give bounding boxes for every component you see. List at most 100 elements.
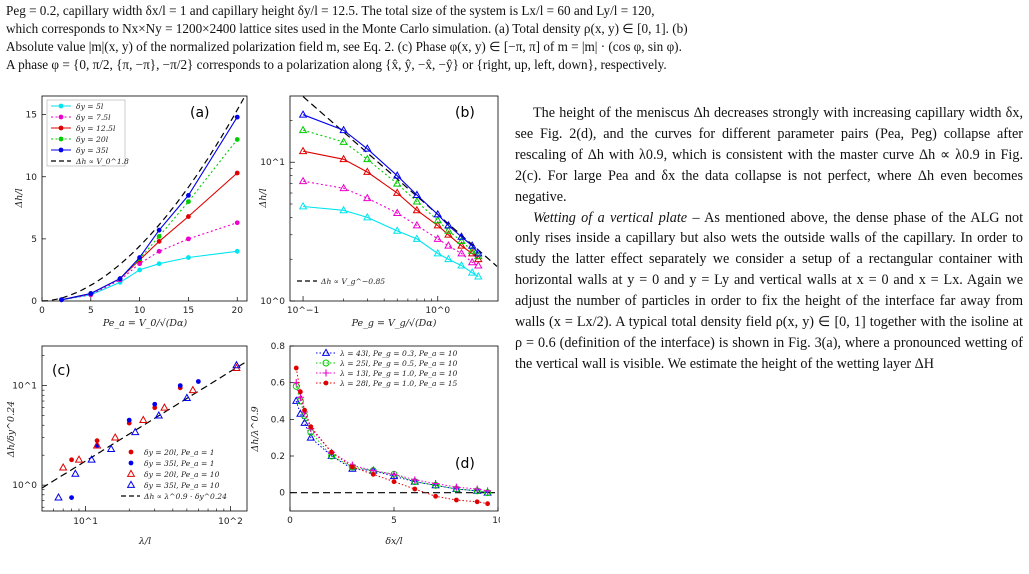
- data-point: [234, 220, 240, 226]
- panel-c-xlabel: λ/l: [138, 536, 151, 547]
- series-line: [303, 180, 479, 267]
- data-point: [444, 230, 453, 238]
- data-point: [59, 297, 64, 303]
- data-point: [195, 379, 201, 384]
- x-tick-label: 0: [39, 306, 45, 316]
- panel-d-plot: [290, 365, 498, 507]
- data-point: [306, 433, 316, 441]
- data-point: [452, 483, 460, 491]
- legend-entry: δy = 35l, Pe_a = 1: [144, 459, 215, 468]
- data-point: [186, 192, 191, 198]
- x-tick-label: 0: [287, 516, 293, 526]
- x-tick-label: 10^−1: [287, 306, 319, 316]
- series-line: [61, 172, 238, 301]
- series-line: [302, 129, 479, 257]
- legend-entry: δy = 7.5l: [76, 113, 111, 122]
- panel-a-ticks: 0 5 10 15 20 0 5 10 15: [26, 111, 244, 316]
- data-point: [137, 261, 143, 267]
- data-point: [339, 183, 348, 192]
- data-point: [412, 205, 422, 214]
- legend-marker: [58, 114, 64, 120]
- x-tick-label: 5: [88, 306, 94, 316]
- panel-a-xlabel: Pe_a = V_0/√(Dα): [102, 318, 188, 329]
- panel-d-ylabel: Δh/λ^0.9: [250, 406, 261, 452]
- figure-caption: Peg = 0.2, capillary width δx/l = 1 and …: [6, 2, 1024, 74]
- legend-marker: [322, 369, 330, 377]
- caption-line: Peg = 0.2, capillary width δx/l = 1 and …: [6, 3, 655, 18]
- data-point: [186, 236, 191, 242]
- x-tick-label: 10: [134, 306, 146, 316]
- data-point: [444, 254, 453, 263]
- panel-b-plot: [298, 96, 498, 280]
- legend-marker: [58, 125, 64, 131]
- data-point: [484, 487, 492, 495]
- data-point: [392, 171, 402, 179]
- panel-d: (d) δx/l Δh/λ^0.9 0 5 10 0 0.2 0.4 0.6 0.8 λ = …: [250, 342, 500, 547]
- data-point: [327, 451, 336, 459]
- data-point: [444, 220, 453, 229]
- fit-line: [41, 96, 246, 302]
- data-point: [363, 167, 372, 175]
- legend-box: [46, 99, 126, 167]
- data-point: [137, 267, 143, 273]
- caption-line: Absolute value |m|(x, y) of the normaliz…: [6, 39, 682, 54]
- data-point: [69, 495, 74, 500]
- panel-a-plot: [41, 96, 246, 303]
- data-point: [186, 255, 191, 260]
- data-point: [412, 197, 422, 205]
- paragraph-heading: Wetting of a vertical plate: [533, 209, 688, 226]
- legend-marker: [126, 480, 136, 488]
- legend-entry: Δh ∝ V_g^−0.85: [320, 277, 385, 286]
- panel-a-label: (a): [190, 105, 210, 121]
- data-point: [433, 493, 438, 499]
- data-point: [329, 449, 334, 455]
- data-point: [160, 403, 169, 411]
- panel-b: (b) Pe_g = V_g/√(Dα) Δh/l 10^−1 10^010^01…: [258, 95, 499, 329]
- legend-entry: λ = 28l, Pe_g = 1.0, Pe_a = 15: [339, 379, 458, 388]
- data-point: [154, 410, 164, 419]
- legend-marker: [128, 449, 134, 455]
- y-tick-label: 10^1: [260, 158, 285, 168]
- data-point: [412, 486, 418, 492]
- legend-entry: Δh ∝ V_0^1.8: [75, 157, 129, 166]
- data-point: [137, 255, 143, 260]
- data-point: [473, 485, 481, 493]
- data-point: [234, 248, 240, 254]
- y-tick-label: 10^0: [12, 481, 37, 491]
- fit-line: [41, 362, 246, 489]
- data-point: [152, 401, 158, 407]
- y-tick-label: 0.4: [271, 415, 286, 425]
- data-point: [457, 248, 466, 257]
- panel-a: (a) Pe_a = V_0/√(Dα) Δh/l 0 5 10 15 20 0 5 10 15…: [14, 95, 248, 329]
- data-point: [130, 427, 140, 436]
- body-text: The height of the meniscus Δh decreases …: [515, 103, 1023, 375]
- data-point: [156, 261, 162, 267]
- data-point: [110, 433, 120, 441]
- panel-b-ticks: 10^−1 10^010^010^1: [260, 120, 479, 316]
- data-point: [433, 234, 443, 242]
- panel-c: (c) λ/l Δh/δy^0.24 10^1 10^2 10^0 10^1 δy =…: [6, 345, 248, 547]
- data-point: [457, 241, 466, 249]
- data-point: [392, 226, 402, 234]
- data-point: [88, 291, 94, 296]
- data-point: [234, 170, 240, 176]
- legend-marker: [58, 147, 64, 153]
- data-point: [293, 365, 299, 371]
- data-point: [457, 236, 466, 245]
- panel-b-label: (b): [455, 105, 475, 121]
- data-point: [411, 476, 419, 484]
- panel-a-legend: δy = 5l δy = 7.5l δy = 12.5l δy = 20l δy = 3…: [46, 99, 129, 167]
- data-point: [117, 276, 123, 282]
- panel-d-label: (d): [455, 456, 475, 472]
- series-line: [61, 250, 238, 301]
- panel-c-label: (c): [52, 363, 71, 379]
- y-tick-label: 10^0: [260, 297, 285, 307]
- data-point: [298, 125, 308, 134]
- data-point: [339, 154, 348, 163]
- data-point: [363, 144, 372, 152]
- legend-entry: λ = 13l, Pe_g = 1.0, Pe_a = 10: [339, 369, 458, 378]
- data-point: [182, 393, 192, 401]
- panel-b-legend: Δh ∝ V_g^−0.85: [297, 277, 385, 286]
- data-point: [392, 179, 402, 187]
- data-point: [152, 405, 158, 411]
